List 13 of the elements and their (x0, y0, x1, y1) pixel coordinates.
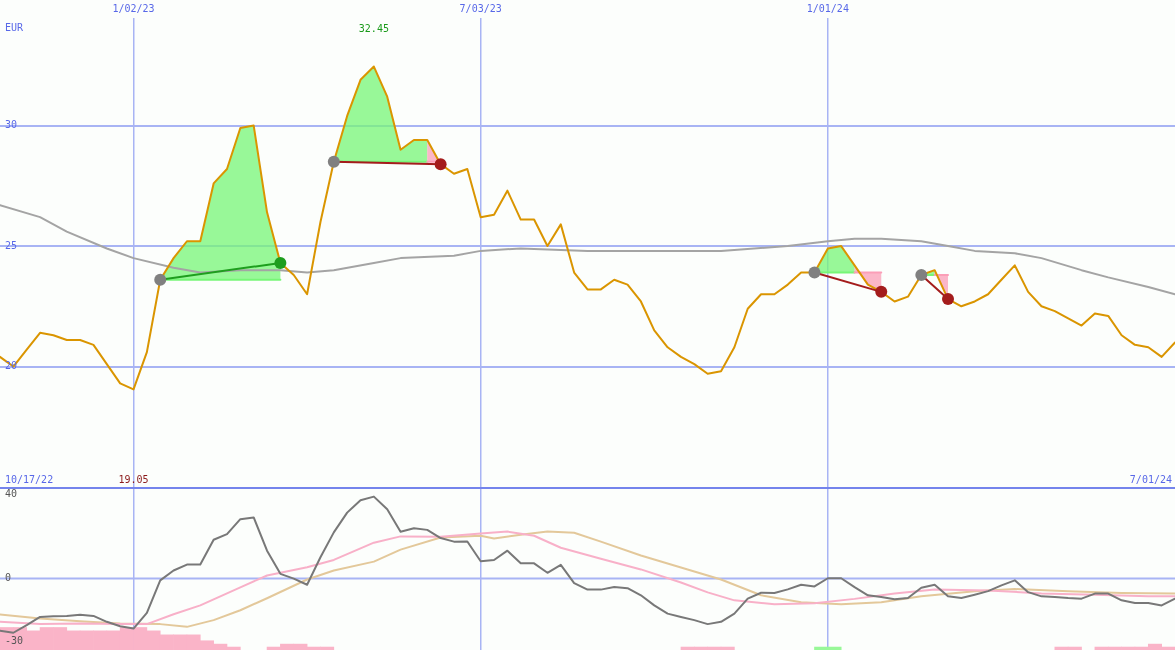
annotation: 10/17/22 (5, 473, 54, 485)
y-tick-label: 30 (5, 119, 18, 131)
x-tick-label: 1/02/23 (112, 2, 155, 14)
y-tick-label: -30 (5, 635, 24, 647)
annotation: 7/01/24 (1129, 473, 1172, 485)
y-tick-label: 25 (5, 239, 18, 251)
y-tick-label: 0 (5, 572, 12, 584)
annotation: 32.45 (358, 22, 389, 34)
x-tick-label: 7/03/23 (459, 2, 502, 14)
annotation: 19.05 (118, 473, 149, 485)
y-tick-label: 40 (5, 487, 18, 499)
x-tick-label: 1/01/24 (806, 2, 849, 14)
y-axis-title: EUR (5, 21, 25, 33)
